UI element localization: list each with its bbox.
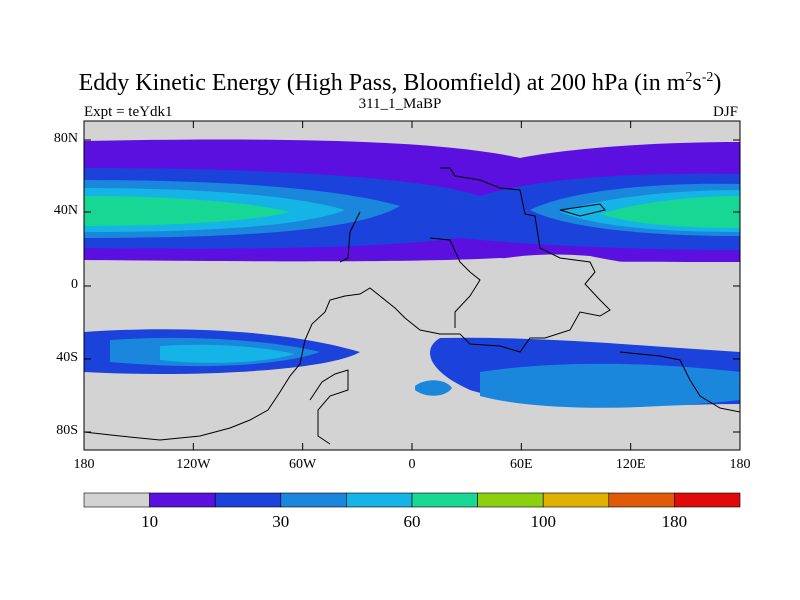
colorbar-label: 100: [530, 512, 556, 531]
x-tick-label: 120W: [176, 457, 211, 472]
colorbar-label: 10: [141, 512, 159, 531]
antarctic-low: [84, 390, 740, 450]
x-tick-label: 60W: [289, 457, 317, 472]
coastline-3: [309, 369, 349, 445]
x-tick-label: 120E: [615, 457, 646, 472]
nh-max-b: [600, 196, 740, 228]
y-tick-label: 0: [71, 277, 78, 292]
nh-max-a: [84, 196, 290, 226]
plot-title: Eddy Kinetic Energy (High Pass, Bloomfie…: [78, 70, 722, 96]
y-axis: [84, 139, 740, 433]
colorbar-swatch: [83, 492, 150, 508]
y-tick-label: 40N: [53, 203, 78, 218]
colorbar-swatch: [477, 492, 544, 508]
colorbar-label: 180: [661, 512, 688, 531]
y-tick-label: 80N: [53, 131, 78, 146]
experiment-label: Expt = teYdk1: [84, 104, 173, 120]
season-label: DJF: [712, 104, 738, 120]
y-tick-label: 80S: [56, 423, 78, 438]
y-tick-label: 40S: [56, 350, 78, 365]
colorbar-swatch: [608, 492, 675, 508]
colorbar-swatch: [542, 492, 610, 508]
coastline: [84, 167, 611, 441]
colorbar-swatch: [214, 492, 282, 508]
x-tick-label: 180: [729, 457, 751, 472]
x-tick-label: 180: [73, 457, 95, 472]
colorbar-label: 30: [272, 512, 290, 531]
colorbar-swatch: [280, 492, 347, 508]
x-tick-label: 60E: [510, 457, 533, 472]
sh-band-80a: [160, 344, 295, 363]
colorbar-label: 60: [403, 512, 421, 531]
x-axis: [83, 121, 741, 450]
colorbar-swatch: [674, 492, 741, 508]
colorbar-swatch: [149, 492, 216, 508]
x-tick-label: 0: [408, 457, 416, 472]
coastline-2: [339, 211, 481, 328]
colorbar: [83, 492, 741, 508]
map-field: [84, 121, 740, 450]
tropical-low: [84, 254, 740, 330]
colorbar-swatch: [346, 492, 413, 508]
run-label: 311_1_MaBP: [358, 96, 442, 112]
coastline-4: [559, 203, 740, 413]
sh-band-60c: [415, 380, 452, 396]
colorbar-swatch: [411, 492, 478, 508]
